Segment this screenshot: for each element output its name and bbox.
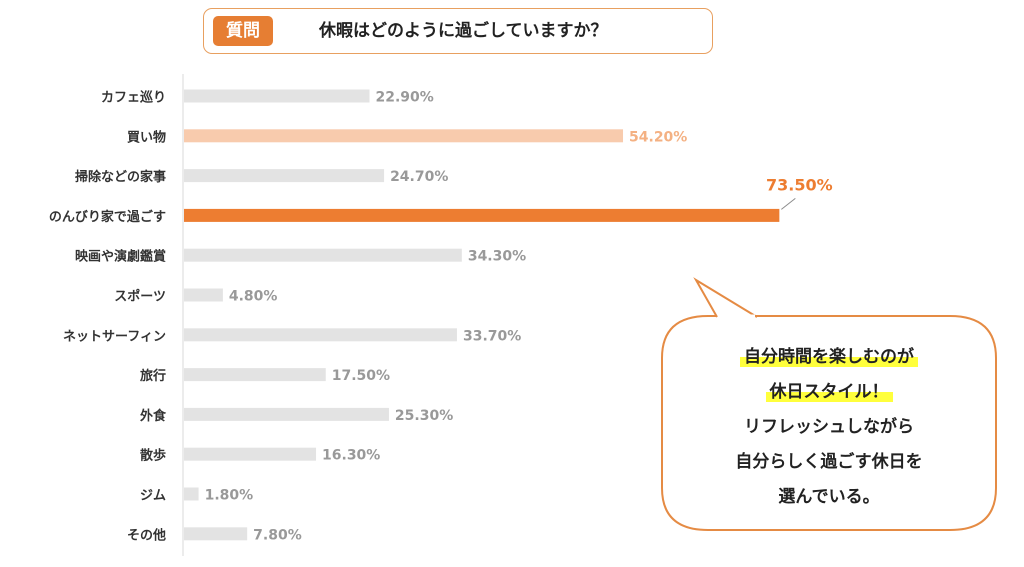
value-label: 16.30%	[322, 448, 380, 464]
value-label: 25.30%	[395, 408, 453, 424]
value-label: 4.80%	[229, 289, 278, 305]
value-leader-line	[781, 198, 796, 210]
bar	[184, 129, 624, 143]
category-label: 散歩	[140, 448, 166, 464]
bar	[184, 527, 248, 541]
question-box: 質問 休暇はどのように過ごしていますか？	[203, 8, 713, 54]
bubble-line-4: 自分らしく過ごす休日を	[735, 452, 923, 472]
category-label: 外食	[139, 408, 167, 424]
category-label: 掃除などの家事	[75, 169, 166, 185]
bar	[184, 447, 317, 461]
speech-bubble-body	[661, 315, 997, 531]
category-label: その他	[127, 527, 166, 543]
bubble-line-2: 休日スタイル！	[765, 382, 893, 402]
value-label: 73.50%	[766, 175, 833, 194]
bubble-line-5: 選んでいる。	[778, 487, 880, 507]
bar	[184, 407, 389, 421]
bar	[184, 248, 462, 262]
value-label: 24.70%	[390, 169, 448, 185]
bar	[184, 89, 370, 103]
category-label: カフェ巡り	[101, 90, 166, 106]
bar	[184, 208, 780, 222]
value-label: 33.70%	[463, 328, 521, 344]
question-tag: 質問	[213, 16, 273, 46]
category-label: のんびり家で過ごす	[49, 209, 166, 225]
bubble-line-1: 自分時間を楽しむのが	[740, 347, 918, 367]
category-label: ジム	[140, 489, 166, 504]
category-label: 旅行	[140, 368, 166, 384]
category-label: 買い物	[127, 129, 166, 145]
question-text: 休暇はどのように過ごしていますか？	[319, 21, 608, 41]
speech-bubble	[661, 277, 997, 531]
value-label: 1.80%	[205, 488, 254, 504]
bar	[184, 169, 385, 183]
category-label: スポーツ	[114, 289, 166, 305]
value-label: 17.50%	[332, 368, 390, 384]
speech-bubble-text: 自分時間を楽しむのが 休日スタイル！ リフレッシュしながら 自分らしく過ごす休日…	[662, 340, 996, 515]
value-label: 54.20%	[629, 129, 687, 145]
bubble-line-3: リフレッシュしながら	[744, 417, 914, 437]
category-label: 映画や演劇鑑賞	[75, 249, 166, 265]
bar	[184, 487, 199, 501]
bar	[184, 368, 326, 382]
bar	[184, 288, 223, 302]
value-label: 7.80%	[253, 527, 302, 543]
value-label: 34.30%	[468, 249, 526, 265]
value-label: 22.90%	[375, 90, 433, 106]
category-label: ネットサーフィン	[63, 329, 166, 344]
speech-bubble-tail	[693, 277, 758, 318]
bar	[184, 328, 457, 342]
